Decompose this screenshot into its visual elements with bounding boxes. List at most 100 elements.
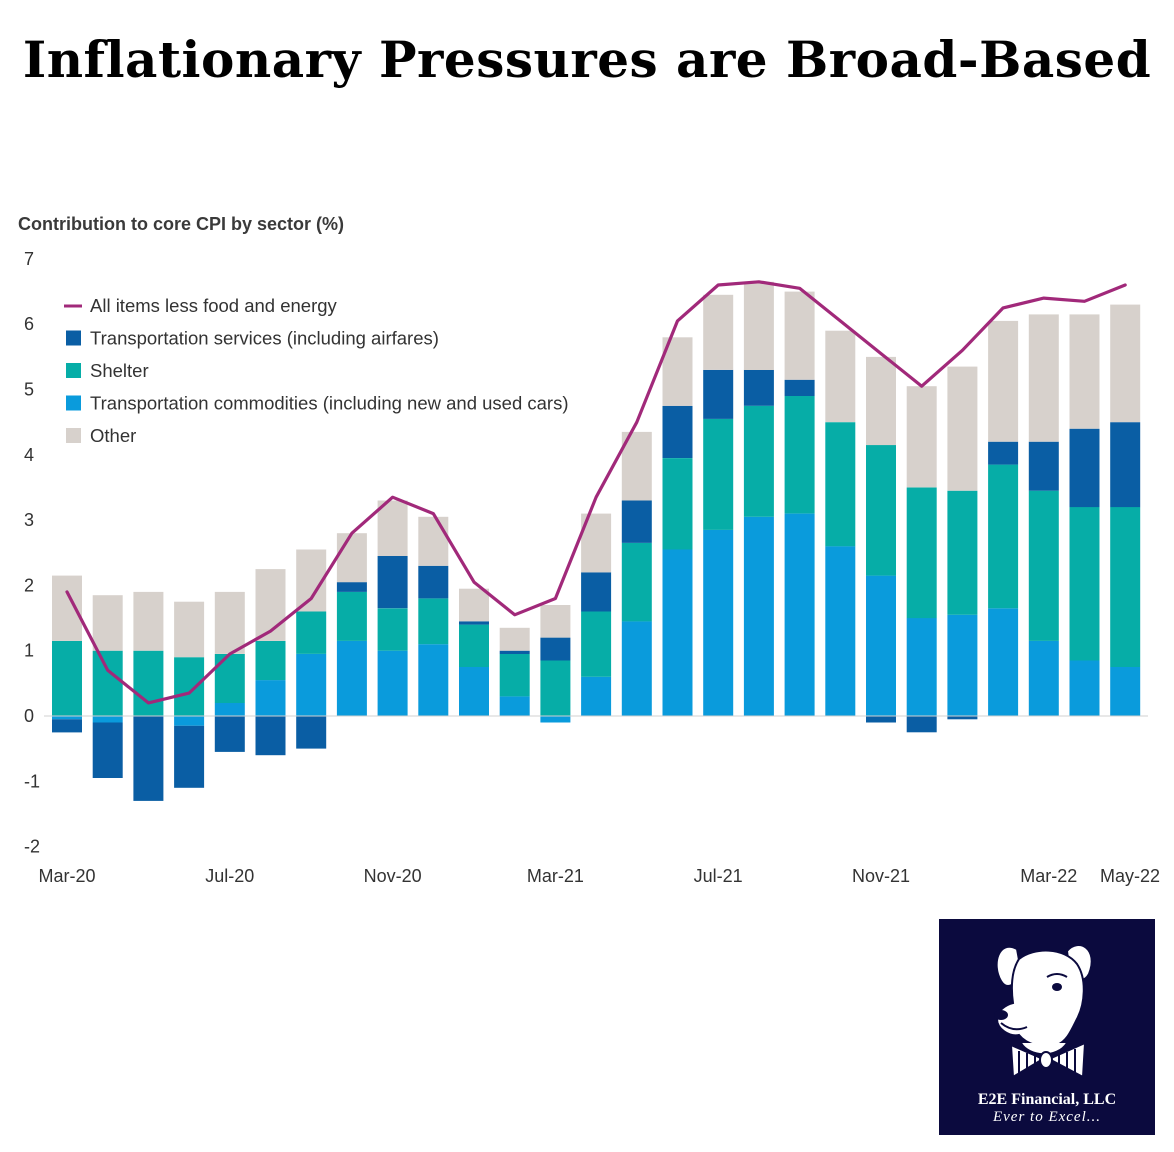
y-tick-label: 2 (24, 575, 34, 595)
bar-segment (947, 366, 978, 491)
bar-segment (336, 533, 367, 583)
bar-segment (92, 595, 123, 651)
bar-segment (499, 627, 530, 651)
bar-segment (52, 716, 82, 720)
bar-segment (947, 614, 978, 716)
legend-swatch (66, 330, 81, 346)
bar-segment (581, 611, 612, 677)
bar-segment (621, 500, 652, 543)
bar-segment (459, 621, 489, 625)
legend-label: Shelter (90, 360, 149, 381)
bar-segment (92, 722, 123, 778)
bar-segment (1069, 507, 1100, 661)
bar-segment (988, 320, 1019, 442)
bar-segment (255, 640, 286, 681)
bar-segment (825, 422, 856, 547)
bar-segment (540, 660, 571, 716)
bar-segment (459, 624, 489, 667)
bar-segment (581, 676, 612, 716)
bar-segment (1069, 660, 1100, 716)
bar-segment (866, 356, 896, 446)
bar-segment (621, 621, 652, 716)
bar-segment (336, 591, 367, 641)
bar-segment (621, 543, 652, 622)
x-tick-label: Jul-21 (694, 866, 743, 886)
bar-segment (703, 294, 734, 370)
bar-segment (703, 369, 734, 419)
bar-segment (133, 650, 164, 716)
bar-segment (581, 572, 612, 612)
bar-segment (377, 608, 408, 651)
bar-segment (377, 500, 408, 556)
bar-segment (92, 650, 123, 716)
y-tick-label: 7 (24, 249, 34, 269)
y-tick-label: 5 (24, 380, 34, 400)
bar-segment (174, 657, 205, 716)
bar-segment (336, 582, 367, 592)
y-axis: 7 6 5 4 3 2 1 0 -1 -2 (24, 249, 1148, 857)
bar-segment (784, 513, 815, 716)
bar-segment (662, 458, 693, 550)
bars-layer (52, 281, 1141, 801)
legend: All items less food and energy Transporta… (64, 295, 569, 446)
bar-segment (988, 441, 1019, 465)
legend-label: Other (90, 425, 136, 446)
bar-segment (988, 464, 1019, 609)
bar-segment (336, 640, 367, 716)
y-tick-label: -2 (24, 837, 40, 857)
bar-segment (1028, 441, 1059, 491)
bar-segment (1110, 304, 1141, 423)
bar-segment (92, 716, 123, 723)
legend-label: Transportation commodities (including ne… (90, 393, 569, 414)
legend-swatch (66, 363, 81, 378)
y-tick-label: 4 (24, 445, 34, 465)
bar-segment (784, 291, 815, 380)
bar-segment (255, 569, 286, 641)
legend-swatch (66, 428, 81, 443)
bar-segment (214, 716, 245, 752)
bar-segment (214, 654, 245, 703)
bar-segment (377, 556, 408, 609)
bar-segment (662, 405, 693, 458)
bar-segment (459, 588, 489, 622)
legend-label: All items less food and energy (90, 295, 338, 316)
bar-segment (906, 386, 937, 488)
bar-segment (743, 516, 774, 716)
x-tick-label: Nov-21 (852, 866, 910, 886)
bar-segment (784, 396, 815, 514)
bar-segment (296, 716, 327, 749)
bar-segment (377, 650, 408, 716)
bar-segment (1028, 490, 1059, 641)
bar-segment (1110, 422, 1141, 508)
bar-segment (174, 716, 205, 726)
bar-segment (418, 644, 449, 716)
bar-segment (825, 546, 856, 716)
bar-segment (418, 516, 449, 566)
bar-segment (703, 418, 734, 530)
bar-segment (743, 405, 774, 517)
bar-segment (499, 650, 530, 654)
page-title: Inflationary Pressures are Broad-Based (22, 30, 1152, 89)
x-axis: Mar-20 Jul-20 Nov-20 Mar-21 Jul-21 Nov-21 Mar-… (38, 866, 1160, 886)
bar-segment (866, 445, 896, 576)
bar-segment (499, 696, 530, 716)
bar-segment (1069, 314, 1100, 429)
bar-segment (52, 575, 82, 641)
bar-segment (214, 591, 245, 654)
bar-segment (906, 618, 937, 716)
company-logo: E2E Financial, LLC Ever to Excel... (939, 919, 1155, 1135)
bar-segment (1028, 640, 1059, 716)
bar-segment (52, 719, 82, 733)
bar-segment (906, 487, 937, 619)
y-tick-label: 1 (24, 641, 34, 661)
y-tick-label: -1 (24, 771, 40, 791)
bar-segment (296, 611, 327, 654)
bar-segment (947, 716, 978, 720)
bar-segment (296, 654, 327, 716)
bar-segment (214, 702, 245, 716)
bar-segment (662, 549, 693, 716)
bar-segment (459, 667, 489, 716)
y-tick-label: 6 (24, 314, 34, 334)
x-tick-label: Mar-20 (38, 866, 95, 886)
